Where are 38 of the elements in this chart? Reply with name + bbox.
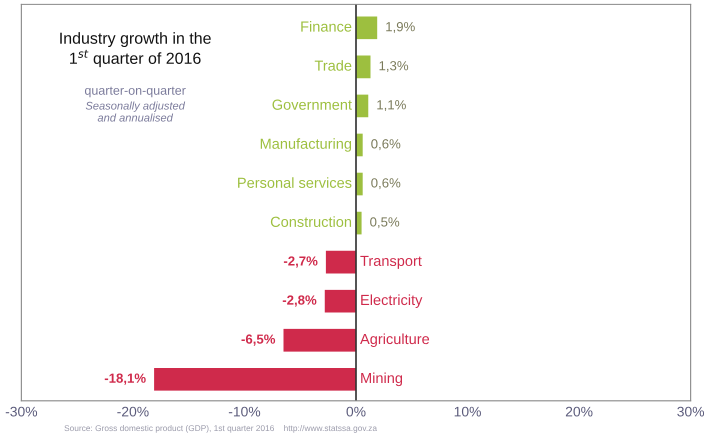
- y-tick-label: Finance: [301, 21, 352, 32]
- x-tick-label: 10%: [454, 406, 481, 417]
- x-tick-label: -30%: [6, 406, 38, 417]
- y-tick-label: Personal services: [238, 177, 352, 188]
- annotation: Seasonally adjusted and annualised: [86, 101, 186, 122]
- y-tick-label: Construction: [270, 216, 352, 227]
- x-tick-label: 20%: [566, 406, 592, 417]
- x-tick-label: -20%: [117, 406, 149, 417]
- data-label: 1,9%: [386, 22, 415, 33]
- bar: [356, 94, 368, 118]
- y-tick-label: Trade: [314, 60, 352, 71]
- data-label: 0,5%: [370, 217, 400, 228]
- data-label: -6,5%: [242, 334, 276, 346]
- bar: [356, 56, 370, 78]
- bar: [356, 16, 378, 40]
- bar: [283, 328, 356, 352]
- data-label: -2,8%: [282, 295, 316, 307]
- y-tick-label: Transport: [360, 256, 422, 269]
- y-tick-label: Government: [272, 100, 352, 110]
- x-tick-label: 30%: [677, 406, 704, 417]
- bar: [324, 290, 356, 313]
- data-label: -18,1%: [104, 373, 146, 385]
- text: Industry growth in the 1$^{st}$ quarter of 2016: [60, 32, 211, 68]
- data-label: 1,1%: [377, 100, 406, 112]
- y-tick-label: Agriculture: [360, 333, 430, 348]
- data-label: 1,3%: [380, 61, 408, 72]
- data-label: 0,6%: [371, 178, 400, 190]
- bar: [154, 368, 356, 391]
- y-tick-label: Manufacturing: [260, 138, 352, 152]
- y-tick-label: Electricity: [361, 294, 422, 308]
- text: quarter-on-quarter: [84, 86, 186, 98]
- source-note: Source: Gross domestic product (GDP), 1st quarter 2016 http://www.statssa.gov.za: [64, 424, 378, 433]
- x-tick-label: 0%: [346, 406, 366, 417]
- x-tick-label: -10%: [228, 406, 260, 417]
- bar: [326, 250, 356, 274]
- y-tick-label: Mining: [361, 372, 402, 386]
- data-label: 0,6%: [371, 139, 400, 150]
- data-label: -2,7%: [284, 256, 318, 268]
